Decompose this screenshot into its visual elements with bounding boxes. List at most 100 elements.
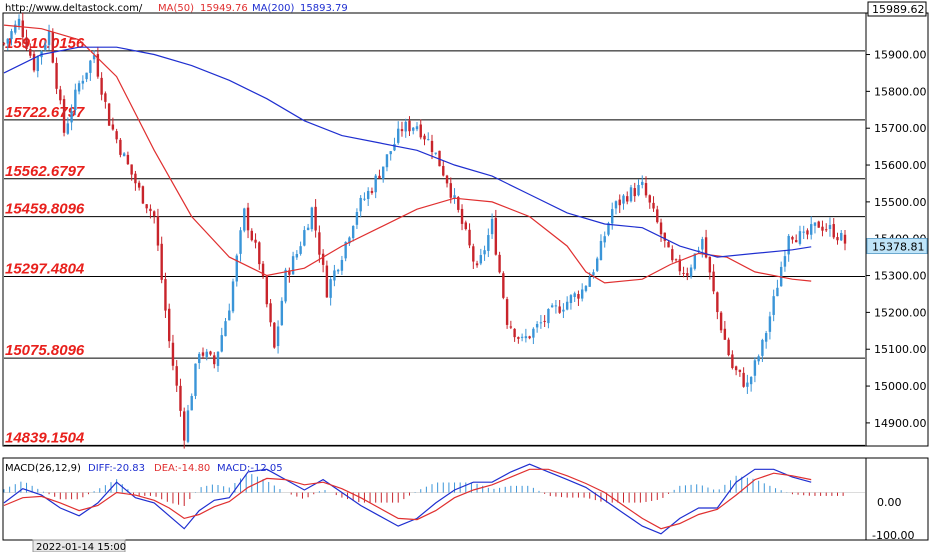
candle-body xyxy=(475,263,479,266)
candle-body xyxy=(167,308,171,342)
candle-body xyxy=(351,225,355,239)
candle-body xyxy=(524,336,528,339)
candle-body xyxy=(427,139,430,141)
candle-body xyxy=(21,20,24,38)
candle-body xyxy=(134,173,137,184)
candle-body xyxy=(487,235,490,251)
candle-body xyxy=(198,353,201,364)
candle-body xyxy=(261,263,265,277)
candle-body xyxy=(348,237,351,244)
candle-body xyxy=(611,209,614,224)
candle-body xyxy=(648,195,651,203)
candle-body xyxy=(738,369,742,372)
price-tick-label: 15500.00 xyxy=(874,196,927,209)
candle-body xyxy=(753,360,757,376)
candle-body xyxy=(382,166,385,180)
candle-body xyxy=(190,396,193,411)
candle-body xyxy=(641,181,644,185)
candle-body xyxy=(14,24,17,33)
candle-body xyxy=(671,249,674,261)
candle-body xyxy=(333,270,336,281)
candle-body xyxy=(404,121,407,132)
candle-body xyxy=(693,253,697,269)
candle-body xyxy=(299,246,302,254)
candle-body xyxy=(89,60,92,73)
candle-body xyxy=(509,326,513,328)
candle-body xyxy=(517,337,520,339)
candle-body xyxy=(85,72,88,80)
candle-body xyxy=(32,53,36,71)
candle-body xyxy=(47,30,51,45)
candle-body xyxy=(70,111,73,123)
candle-body xyxy=(295,253,299,258)
candle-body xyxy=(701,239,704,250)
candle-body xyxy=(712,271,715,292)
candle-body xyxy=(772,296,775,315)
candle-body xyxy=(378,175,381,179)
top-price-box xyxy=(867,1,927,17)
candle-body xyxy=(276,326,280,347)
candle-body xyxy=(209,351,212,355)
candle-body xyxy=(269,303,272,323)
candle-body xyxy=(231,281,235,312)
candle-body xyxy=(719,312,723,331)
candle-body xyxy=(457,197,460,210)
candle-body xyxy=(434,152,437,154)
candle-body xyxy=(584,285,588,291)
level-label: 15075.8096 xyxy=(5,342,85,359)
candle-body xyxy=(791,236,794,240)
top-price: 15989.62 xyxy=(872,3,925,16)
candle-body xyxy=(817,221,820,228)
candle-body xyxy=(254,239,257,243)
candle-body xyxy=(74,89,77,110)
date-box xyxy=(32,539,126,552)
candle-body xyxy=(55,62,58,89)
site-url: http://www.deltastock.com/ xyxy=(5,3,143,14)
candle-body xyxy=(100,77,103,95)
candle-body xyxy=(374,175,377,193)
candle-body xyxy=(543,320,546,322)
candle-body xyxy=(149,208,152,212)
price-tick-label: 15100.00 xyxy=(874,343,927,356)
candle-body xyxy=(682,272,685,274)
macd-tick-zero: 0.00 xyxy=(877,496,902,509)
candle-body xyxy=(96,54,100,77)
candle-body xyxy=(749,376,753,385)
price-tick-label: 15700.00 xyxy=(874,122,927,135)
candle-body xyxy=(10,31,13,40)
level-label: 15722.6797 xyxy=(5,104,85,121)
candle-body xyxy=(558,306,561,313)
candle-body xyxy=(179,385,182,411)
candle-body xyxy=(423,135,426,140)
ma50-value: 15949.76 xyxy=(200,3,248,14)
candle-body xyxy=(802,231,805,233)
candle-body xyxy=(783,256,787,267)
candles xyxy=(2,12,847,449)
candle-body xyxy=(224,321,227,337)
price-tick-label: 14900.00 xyxy=(874,417,927,430)
macd-diff: DIFF:-20.83 xyxy=(88,463,145,474)
candle-body xyxy=(25,37,28,50)
candle-body xyxy=(539,322,543,324)
candle-body xyxy=(415,126,419,130)
candle-body xyxy=(77,83,81,92)
candle-body xyxy=(104,93,107,102)
candle-body xyxy=(535,323,539,328)
ma50-label: MA(50) xyxy=(158,3,194,14)
candle-body xyxy=(393,143,396,151)
candle-body xyxy=(554,305,558,307)
candle-body xyxy=(51,31,55,63)
candle-body xyxy=(550,305,554,308)
macd-label: MACD(26,12,9) xyxy=(5,463,81,474)
candle-body xyxy=(663,232,666,241)
candle-body xyxy=(370,190,374,193)
candle-body xyxy=(122,153,126,157)
candle-body xyxy=(29,48,32,56)
candle-body xyxy=(494,217,498,255)
ma200-label: MA(200) xyxy=(252,3,294,14)
candle-body xyxy=(235,255,238,282)
candle-body xyxy=(183,411,186,441)
candle-body xyxy=(599,240,603,261)
candle-body xyxy=(284,269,287,302)
candle-body xyxy=(119,139,122,155)
